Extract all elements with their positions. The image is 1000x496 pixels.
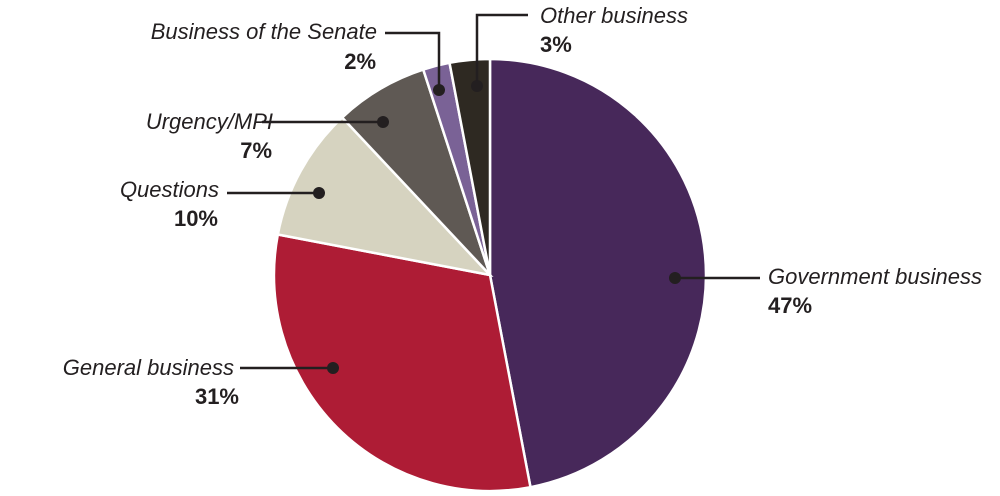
callout-government-business: Government business 47% — [669, 264, 982, 318]
pie-callouts: Government business 47% General business… — [63, 3, 982, 409]
leader-dot-general-business — [327, 362, 339, 374]
slice-label-questions: Questions — [120, 177, 219, 202]
slice-label-government-business: Government business — [768, 264, 982, 289]
slice-label-other-business: Other business — [540, 3, 688, 28]
pie-slice-general-business — [272, 233, 532, 493]
leader-dot-questions — [313, 187, 325, 199]
callout-questions: Questions 10% — [120, 177, 325, 231]
slice-label-business-of-the-senate: Business of the Senate — [151, 19, 377, 44]
slice-value-business-of-the-senate: 2% — [344, 49, 376, 74]
callout-business-of-the-senate: Business of the Senate 2% — [151, 19, 445, 96]
leader-dot-business-of-the-senate — [433, 84, 445, 96]
pie-slice-other-business — [448, 57, 492, 276]
slice-value-government-business: 47% — [768, 293, 812, 318]
leader-dot-government-business — [669, 272, 681, 284]
callout-general-business: General business 31% — [63, 355, 339, 409]
slice-value-other-business: 3% — [540, 32, 572, 57]
callout-other-business: Other business 3% — [471, 3, 688, 92]
slice-value-urgency-mpi: 7% — [240, 138, 272, 163]
slice-value-general-business: 31% — [195, 384, 239, 409]
leader-line-other-business — [475, 13, 528, 86]
pie-slices — [272, 57, 708, 493]
leader-line-business-of-the-senate — [385, 31, 441, 90]
slice-label-urgency-mpi: Urgency/MPI — [146, 109, 273, 134]
leader-dot-other-business — [471, 80, 483, 92]
callout-urgency-mpi: Urgency/MPI 7% — [146, 109, 389, 163]
leader-dot-urgency-mpi — [377, 116, 389, 128]
slice-label-general-business: General business — [63, 355, 234, 380]
slice-value-questions: 10% — [174, 206, 218, 231]
pie-slice-government-business — [488, 57, 708, 489]
